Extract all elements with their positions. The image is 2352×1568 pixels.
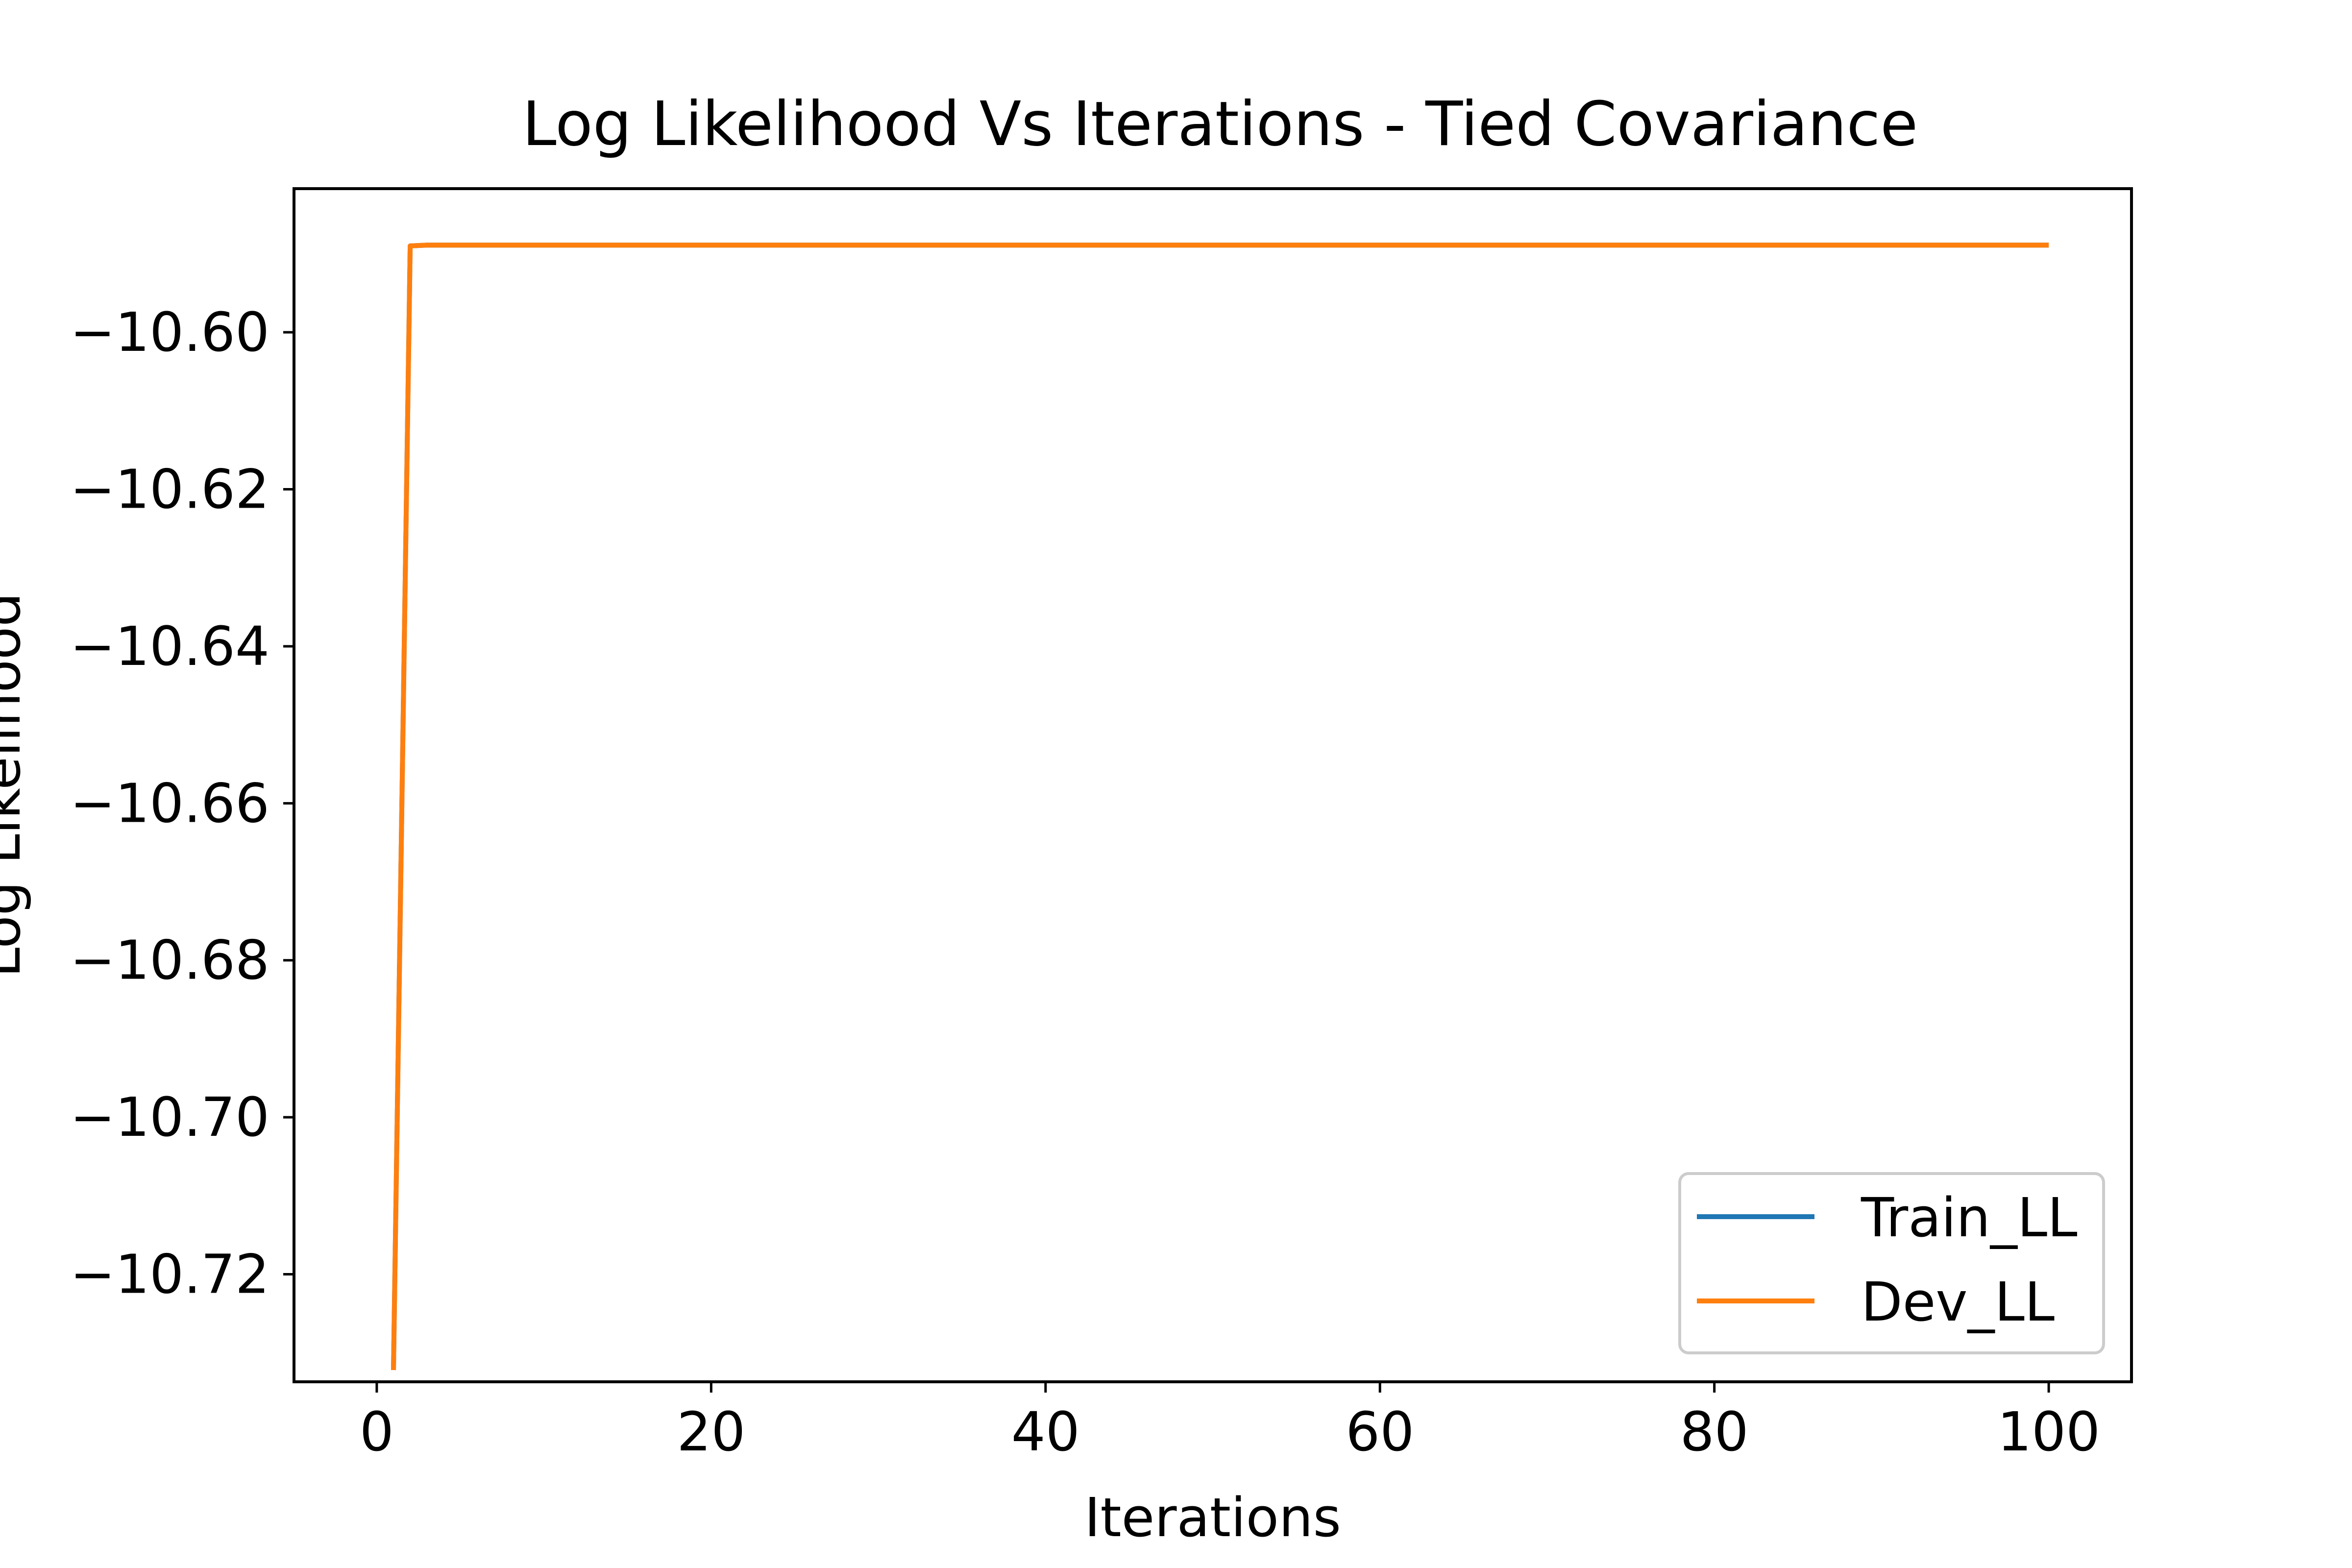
x-axis-ticks: 0 20 40 60 80 100 (360, 1382, 2100, 1463)
x-tick-label: 40 (1011, 1400, 1080, 1463)
x-tick-label: 0 (360, 1400, 394, 1463)
legend-label: Dev_LL (1861, 1271, 2055, 1333)
y-tick-label: −10.60 (70, 301, 270, 364)
x-tick-label: 80 (1680, 1400, 1749, 1463)
series-line-dev-ll (391, 243, 2049, 1371)
series-layer (391, 243, 2049, 1371)
chart-title: Log Likelihood Vs Iterations - Tied Cova… (522, 89, 1918, 160)
x-tick-label: 20 (677, 1400, 745, 1463)
y-tick-label: −10.68 (70, 929, 270, 992)
y-tick-label: −10.72 (70, 1243, 270, 1306)
legend-items: Train_LL Dev_LL (1697, 1186, 2078, 1333)
legend: Train_LL Dev_LL (1678, 1172, 2105, 1354)
plot-area-frame (293, 187, 2133, 1383)
x-axis-label: Iterations (1084, 1486, 1341, 1549)
legend-label: Train_LL (1861, 1186, 2078, 1249)
y-tick-label: −10.70 (70, 1086, 270, 1149)
x-tick-label: 100 (1997, 1400, 2100, 1463)
y-tick-label: −10.64 (70, 615, 270, 678)
y-axis-label: Log Likelihood (0, 592, 32, 978)
x-tick-label: 60 (1346, 1400, 1414, 1463)
y-tick-label: −10.62 (70, 458, 270, 521)
y-tick-label: −10.66 (70, 772, 270, 834)
y-axis-ticks: −10.60 −10.62 −10.64 −10.66 −10.68 −10.70 −10.… (70, 301, 294, 1306)
